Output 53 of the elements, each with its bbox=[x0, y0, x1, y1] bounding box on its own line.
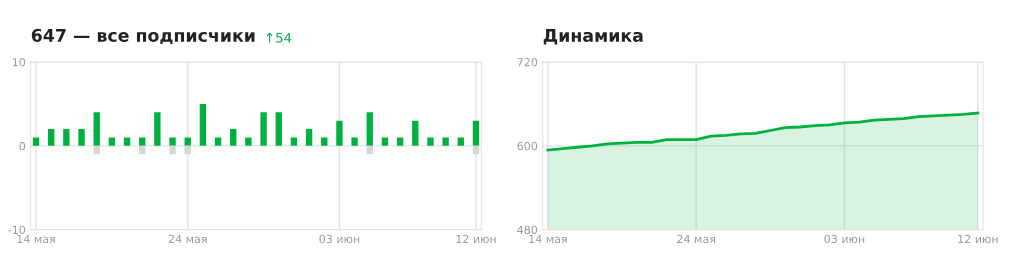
bar bbox=[139, 145, 146, 155]
bar bbox=[93, 145, 100, 155]
bar bbox=[351, 137, 358, 146]
bar bbox=[78, 129, 85, 146]
x-tick-label: 14 мая bbox=[17, 234, 55, 244]
x-tick-label: 12 июн bbox=[958, 234, 998, 244]
bar bbox=[472, 145, 480, 155]
bar bbox=[412, 120, 419, 146]
bar bbox=[199, 103, 207, 146]
bar bbox=[169, 137, 176, 146]
x-tick-label: 12 июн bbox=[456, 234, 496, 244]
bar bbox=[63, 129, 70, 146]
bar bbox=[108, 137, 116, 146]
bar bbox=[48, 129, 55, 146]
y-tick-label: 480 bbox=[517, 225, 538, 235]
x-tick-label: 03 июн bbox=[319, 234, 360, 244]
bar bbox=[442, 137, 449, 146]
chart-title: 647 — все подписчики bbox=[31, 28, 255, 45]
bar bbox=[93, 112, 100, 146]
bar bbox=[184, 145, 191, 155]
bar bbox=[230, 129, 237, 146]
text: ↑54 bbox=[266, 32, 292, 43]
bar bbox=[290, 137, 298, 146]
chart-title: Динамика bbox=[543, 29, 643, 45]
bar bbox=[305, 129, 313, 146]
bar bbox=[472, 120, 480, 146]
x-tick-label: 24 мая bbox=[677, 234, 715, 244]
bar bbox=[260, 112, 267, 146]
bar bbox=[214, 137, 222, 146]
bar bbox=[427, 137, 434, 146]
bar bbox=[336, 120, 343, 146]
x-tick-label: 14 мая bbox=[529, 234, 567, 244]
x-tick-label: 03 июн bbox=[824, 234, 865, 244]
bar bbox=[321, 137, 328, 146]
bar bbox=[139, 137, 146, 146]
bar bbox=[169, 145, 176, 155]
bar bbox=[275, 112, 282, 146]
x-tick-label: 24 мая bbox=[168, 234, 207, 244]
bar bbox=[366, 145, 373, 155]
y-tick-label: -10 bbox=[8, 225, 26, 235]
bar bbox=[381, 137, 389, 146]
bar bbox=[396, 137, 404, 146]
bar bbox=[457, 137, 464, 146]
y-tick-label: 0 bbox=[19, 141, 26, 151]
bar bbox=[184, 137, 191, 146]
bar bbox=[245, 137, 252, 146]
y-tick-label: 10 bbox=[12, 58, 26, 67]
y-tick-label: 720 bbox=[517, 58, 538, 67]
y-tick-label: 600 bbox=[517, 141, 538, 151]
bar bbox=[154, 112, 161, 146]
bar bbox=[123, 137, 131, 146]
bar bbox=[32, 137, 40, 146]
bar bbox=[366, 112, 373, 146]
